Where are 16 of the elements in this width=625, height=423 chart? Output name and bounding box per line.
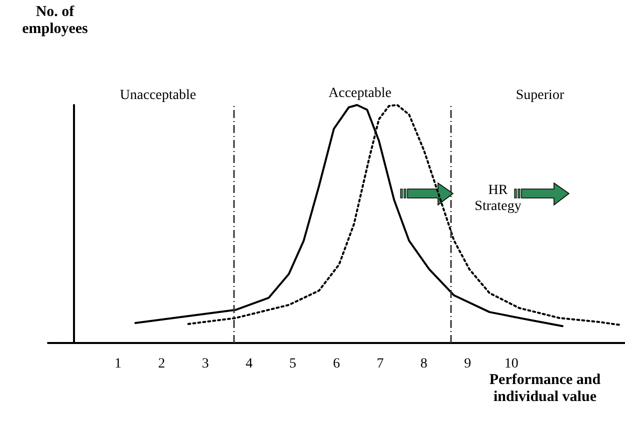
x-tick-label: 9 [464, 356, 472, 372]
x-tick-label: 4 [246, 356, 253, 372]
x-tick-label: 2 [158, 356, 166, 372]
x-tick-label: 5 [289, 356, 296, 372]
annotation: HR Strategy [474, 183, 522, 215]
text: Unacceptable [118, 88, 198, 104]
y-axis-title: No. of employees [21, 4, 89, 38]
x-tick-label: 6 [333, 356, 340, 372]
x-tick-label: 3 [202, 356, 209, 372]
x-axis-title: Performance and individual value [488, 372, 602, 406]
x-tick-label: 7 [376, 356, 384, 372]
x-tick-label: 8 [420, 356, 428, 372]
text: Superior [514, 88, 566, 104]
x-tick-label: 10 [504, 356, 518, 372]
x-tick-label: 1 [114, 356, 122, 372]
text: Acceptable [328, 86, 392, 102]
